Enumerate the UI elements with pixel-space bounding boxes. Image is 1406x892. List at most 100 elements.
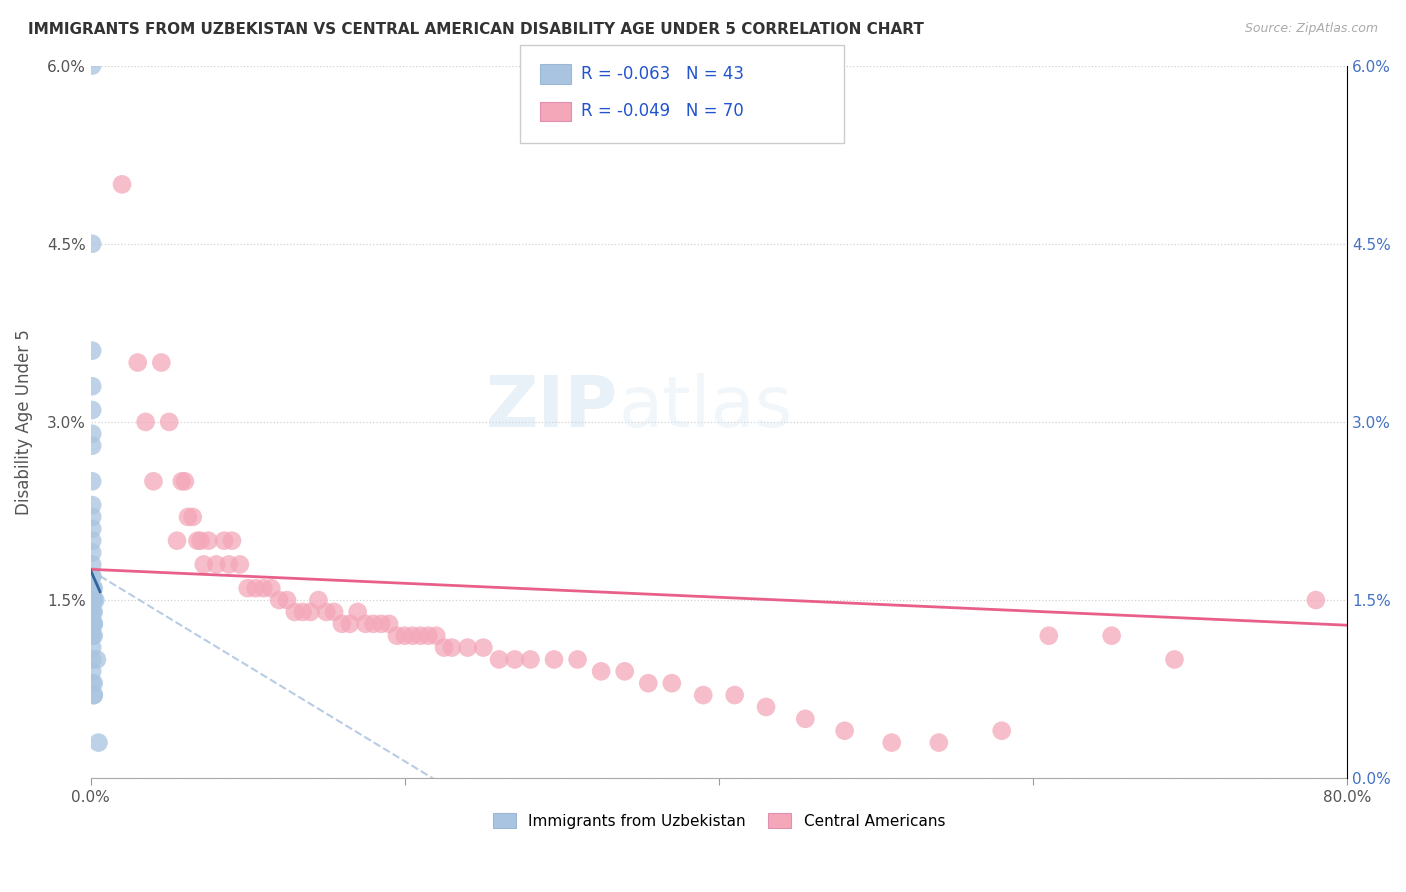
Point <box>83 688 105 702</box>
Point <box>82 426 104 441</box>
Point <box>370 616 392 631</box>
Point <box>82 593 104 607</box>
Point <box>433 640 456 655</box>
Point <box>193 558 215 572</box>
Point <box>82 545 104 559</box>
Point <box>613 665 636 679</box>
Point <box>142 475 165 489</box>
Point <box>170 475 193 489</box>
Point <box>111 178 134 192</box>
Point <box>330 616 353 631</box>
Point <box>87 736 110 750</box>
Point <box>834 723 856 738</box>
Point <box>82 640 104 655</box>
Point <box>82 652 104 666</box>
Point <box>83 605 105 619</box>
Point <box>82 605 104 619</box>
Point <box>197 533 219 548</box>
Point <box>755 700 778 714</box>
Point <box>82 403 104 417</box>
Point <box>82 616 104 631</box>
Point <box>363 616 385 631</box>
Point <box>692 688 714 702</box>
Point <box>82 343 104 358</box>
Point <box>457 640 479 655</box>
Point <box>394 629 416 643</box>
Point <box>724 688 747 702</box>
Point <box>291 605 314 619</box>
Point <box>82 665 104 679</box>
Point <box>83 616 105 631</box>
Point <box>82 439 104 453</box>
Point <box>519 652 541 666</box>
Point <box>245 581 267 595</box>
Point <box>543 652 565 666</box>
Point <box>83 688 105 702</box>
Point <box>83 629 105 643</box>
Point <box>86 652 108 666</box>
Point <box>276 593 298 607</box>
Point <box>177 510 200 524</box>
Point <box>928 736 950 750</box>
Point <box>181 510 204 524</box>
Point <box>82 533 104 548</box>
Text: R = -0.063   N = 43: R = -0.063 N = 43 <box>581 65 744 83</box>
Point <box>401 629 423 643</box>
Y-axis label: Disability Age Under 5: Disability Age Under 5 <box>15 329 32 515</box>
Point <box>82 475 104 489</box>
Point <box>157 415 180 429</box>
Point <box>83 676 105 690</box>
Point <box>135 415 157 429</box>
Point <box>82 569 104 583</box>
Point <box>173 475 195 489</box>
Point <box>269 593 291 607</box>
Point <box>299 605 322 619</box>
Point <box>212 533 235 548</box>
Point <box>82 605 104 619</box>
Text: ZIP: ZIP <box>486 373 619 442</box>
Point <box>84 593 107 607</box>
Point <box>82 616 104 631</box>
Point <box>82 510 104 524</box>
Point <box>82 629 104 643</box>
Point <box>503 652 526 666</box>
Point <box>190 533 212 548</box>
Point <box>236 581 259 595</box>
Point <box>1163 652 1185 666</box>
Point <box>1305 593 1327 607</box>
Point <box>880 736 903 750</box>
Point <box>83 581 105 595</box>
Point <box>440 640 463 655</box>
Point <box>488 652 510 666</box>
Point <box>186 533 208 548</box>
Point <box>591 665 613 679</box>
Point <box>218 558 240 572</box>
Point <box>567 652 589 666</box>
Point <box>82 236 104 251</box>
Point <box>205 558 228 572</box>
Point <box>323 605 346 619</box>
Text: R = -0.049   N = 70: R = -0.049 N = 70 <box>581 103 744 120</box>
Point <box>82 629 104 643</box>
Point <box>637 676 659 690</box>
Point <box>378 616 401 631</box>
Point <box>418 629 440 643</box>
Text: atlas: atlas <box>619 373 793 442</box>
Point <box>252 581 274 595</box>
Legend: Immigrants from Uzbekistan, Central Americans: Immigrants from Uzbekistan, Central Amer… <box>486 806 952 835</box>
Point <box>82 59 104 73</box>
Point <box>1101 629 1123 643</box>
Point <box>346 605 368 619</box>
Point <box>409 629 432 643</box>
Point <box>472 640 495 655</box>
Point <box>661 676 683 690</box>
Point <box>221 533 243 548</box>
Point <box>1038 629 1060 643</box>
Point <box>82 558 104 572</box>
Point <box>82 498 104 512</box>
Text: Source: ZipAtlas.com: Source: ZipAtlas.com <box>1244 22 1378 36</box>
Point <box>82 676 104 690</box>
Point <box>166 533 188 548</box>
Point <box>260 581 283 595</box>
Point <box>794 712 817 726</box>
